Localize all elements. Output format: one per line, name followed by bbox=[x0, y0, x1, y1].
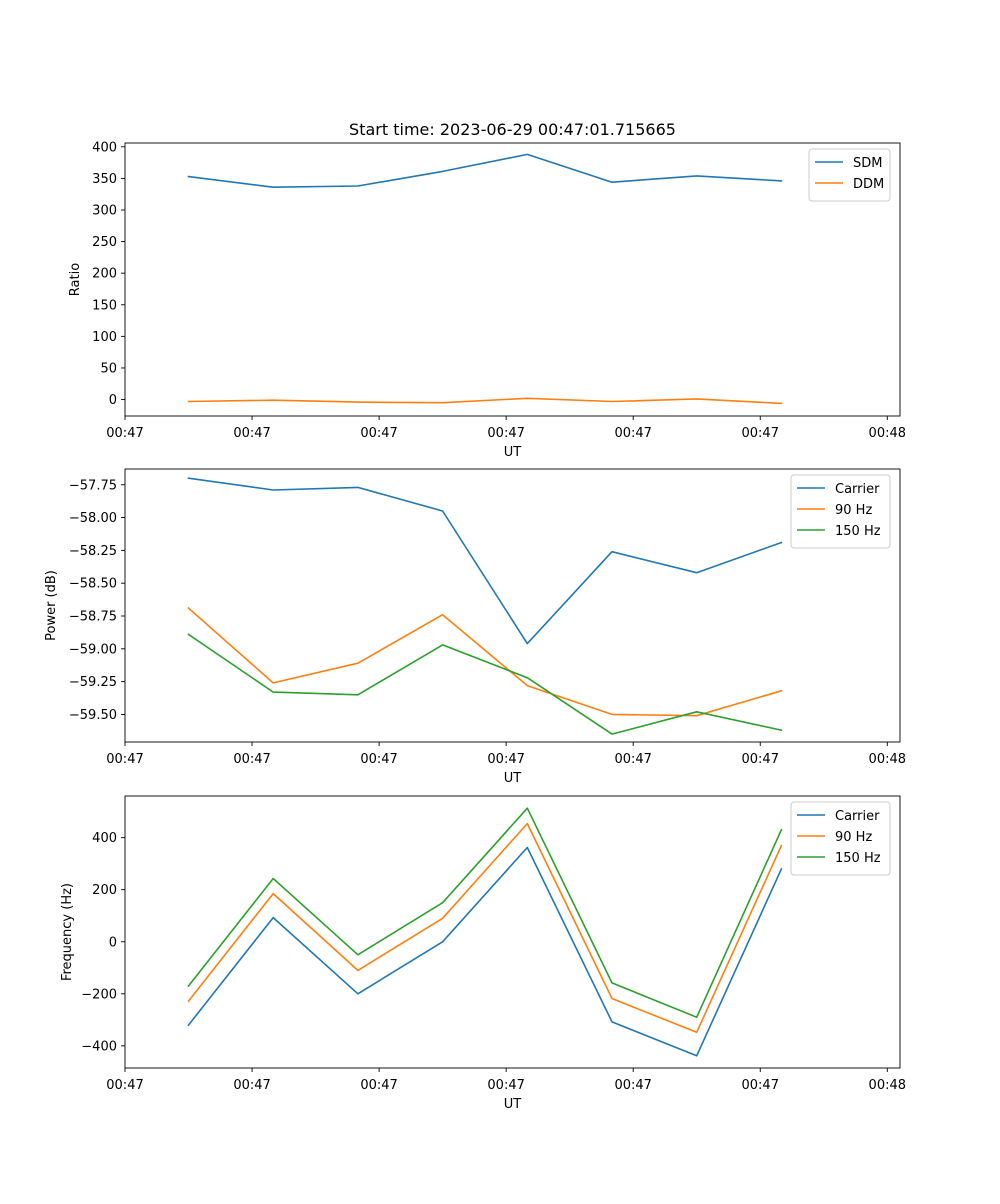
legend-label: 90 Hz bbox=[835, 503, 872, 518]
y-tick-label: −200 bbox=[81, 987, 117, 1002]
y-tick-label: −57.75 bbox=[69, 478, 117, 493]
legend: Carrier 90 Hz 150 Hz bbox=[790, 474, 891, 549]
x-tick-label: 00:47 bbox=[742, 752, 779, 767]
x-axis-label: UT bbox=[504, 445, 522, 460]
legend-label: Carrier bbox=[835, 482, 880, 497]
x-tick-label: 00:48 bbox=[869, 426, 906, 441]
axes-frame bbox=[124, 468, 901, 743]
series-line-carrier bbox=[187, 477, 783, 645]
y-tick-label: 100 bbox=[92, 330, 117, 345]
x-tick-label: 00:47 bbox=[360, 426, 397, 441]
y-tick-label: −58.00 bbox=[69, 511, 117, 526]
legend-label: 90 Hz bbox=[835, 830, 872, 845]
axes-frame bbox=[124, 142, 901, 417]
x-tick-label: 00:47 bbox=[233, 426, 270, 441]
x-axis-label: UT bbox=[504, 771, 522, 786]
power-panel: 00:47 00:47 00:47 00:47 00:47 00:47 00:48 −57.7… bbox=[44, 468, 906, 786]
series-line-150-hz bbox=[187, 633, 783, 735]
x-tick-label: 00:47 bbox=[106, 426, 143, 441]
y-axis-label: Power (dB) bbox=[44, 570, 59, 641]
y-tick-label: 50 bbox=[100, 361, 117, 376]
legend-label: 150 Hz bbox=[835, 851, 881, 866]
x-tick-label: 00:47 bbox=[614, 1078, 651, 1093]
x-tick-label: 00:47 bbox=[360, 1078, 397, 1093]
legend-label: Carrier bbox=[835, 809, 880, 824]
y-tick-label: −59.00 bbox=[69, 642, 117, 657]
x-tick-label: 00:47 bbox=[233, 1078, 270, 1093]
y-tick-label: 400 bbox=[92, 140, 117, 155]
x-tick-label: 00:47 bbox=[487, 1078, 524, 1093]
y-tick-label: −58.50 bbox=[69, 577, 117, 592]
x-axis-label: UT bbox=[504, 1097, 522, 1112]
x-tick-label: 00:47 bbox=[487, 426, 524, 441]
frequency-panel: 00:47 00:47 00:47 00:47 00:47 00:47 00:48 −400 −… bbox=[60, 795, 906, 1112]
x-tick-label: 00:47 bbox=[742, 1078, 779, 1093]
x-tick-label: 00:47 bbox=[614, 752, 651, 767]
x-tick-label: 00:47 bbox=[233, 752, 270, 767]
legend: SDM DDM bbox=[808, 148, 891, 202]
y-tick-label: −59.25 bbox=[69, 675, 117, 690]
y-tick-label: −59.50 bbox=[69, 708, 117, 723]
legend: Carrier 90 Hz 150 Hz bbox=[790, 801, 891, 876]
y-tick-label: 250 bbox=[92, 235, 117, 250]
y-tick-label: 300 bbox=[92, 203, 117, 218]
y-axis-label: Frequency (Hz) bbox=[60, 883, 75, 981]
legend-label: DDM bbox=[853, 177, 884, 192]
x-tick-label: 00:47 bbox=[360, 752, 397, 767]
y-tick-label: −400 bbox=[81, 1039, 117, 1054]
x-tick-label: 00:48 bbox=[869, 1078, 906, 1093]
y-axis-label: Ratio bbox=[68, 263, 83, 296]
x-tick-label: 00:47 bbox=[487, 752, 524, 767]
x-tick-label: 00:47 bbox=[106, 1078, 143, 1093]
y-tick-label: −58.75 bbox=[69, 610, 117, 625]
ratio-panel: 00:47 00:47 00:47 00:47 00:47 00:47 00:48 0 50 10… bbox=[68, 120, 906, 460]
y-tick-label: −58.25 bbox=[69, 544, 117, 559]
y-tick-label: 400 bbox=[92, 831, 117, 846]
legend-label: SDM bbox=[853, 156, 882, 171]
y-tick-label: 200 bbox=[92, 267, 117, 282]
y-tick-label: 350 bbox=[92, 172, 117, 187]
chart-title: Start time: 2023-06-29 00:47:01.715665 bbox=[349, 120, 676, 139]
series-line-carrier bbox=[187, 846, 783, 1057]
x-tick-label: 00:47 bbox=[742, 426, 779, 441]
x-tick-label: 00:47 bbox=[614, 426, 651, 441]
axes-frame bbox=[124, 795, 901, 1069]
y-tick-label: 200 bbox=[92, 883, 117, 898]
x-tick-label: 00:48 bbox=[869, 752, 906, 767]
series-line-150-hz bbox=[187, 807, 783, 1019]
y-tick-label: 0 bbox=[109, 935, 117, 950]
legend-label: 150 Hz bbox=[835, 524, 881, 539]
series-line-90-hz bbox=[187, 822, 783, 1034]
x-tick-label: 00:47 bbox=[106, 752, 143, 767]
series-line-sdm bbox=[187, 153, 783, 188]
y-tick-label: 0 bbox=[109, 393, 117, 408]
y-tick-label: 150 bbox=[92, 298, 117, 313]
series-line-ddm bbox=[187, 397, 783, 405]
